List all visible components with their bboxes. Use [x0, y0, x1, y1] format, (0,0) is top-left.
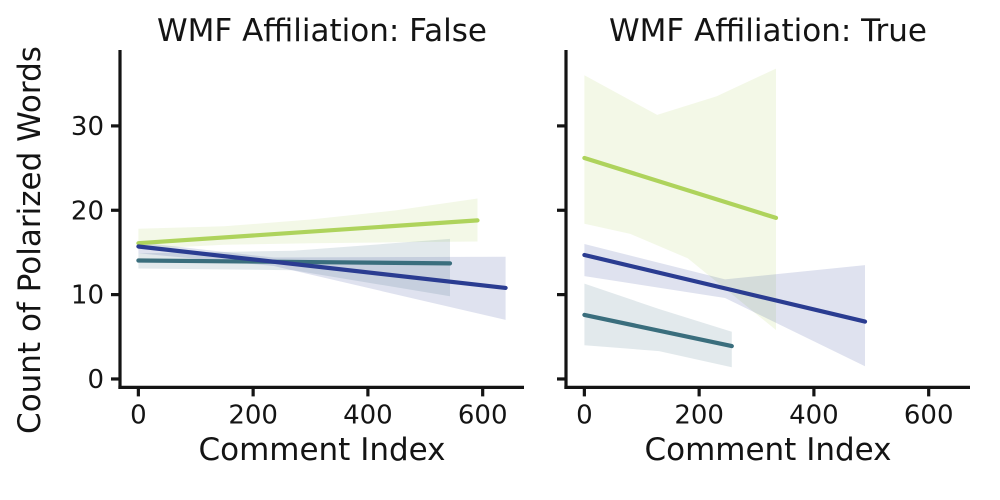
panel-1-navy-ci-band: [584, 244, 865, 367]
panel-0-x-tick-label: 600: [458, 400, 508, 430]
panel-1-teal-ci-band: [584, 283, 732, 368]
panel-0-green-regression-line: [136, 218, 480, 246]
panel-0-y-tick-label: 0: [87, 365, 104, 395]
panel-1-navy-regression-line: [582, 252, 868, 324]
x-axis-label-right: Comment Index: [644, 432, 892, 468]
panel-0-y-tick-label: 20: [71, 196, 104, 226]
panel-0-x-tick-label: 200: [228, 400, 278, 430]
panel-1-green-regression-line: [582, 155, 779, 220]
panel-1-teal-regression-line: [582, 312, 734, 349]
panel-1-x-tick-label: 400: [789, 400, 839, 430]
panel-1-x-tick-label: 600: [904, 400, 954, 430]
panel-0: 0 200 400 600 0 10 20 30: [71, 50, 524, 430]
panel-1-x-tick-label: 200: [674, 400, 724, 430]
panel-0-teal-regression-line: [136, 258, 453, 266]
panel-1: 0 200 400 600: [557, 50, 970, 430]
panel-0-y-tick-label: 30: [71, 112, 104, 142]
panel-1-x-tick-label: 0: [576, 400, 593, 430]
panel-0-navy-regression-line: [136, 244, 508, 290]
x-axis-label-left: Comment Index: [198, 432, 446, 468]
panel-0-x-tick-label: 0: [130, 400, 147, 430]
panel-0-y-tick-label: 10: [71, 281, 104, 311]
panel-title-false: WMF Affiliation: False: [157, 13, 487, 49]
panel-title-true: WMF Affiliation: True: [608, 13, 927, 49]
panel-0-x-tick-label: 400: [343, 400, 393, 430]
y-axis-label: Count of Polarized Words: [12, 46, 48, 434]
panel-1-green-ci-band: [584, 68, 776, 330]
